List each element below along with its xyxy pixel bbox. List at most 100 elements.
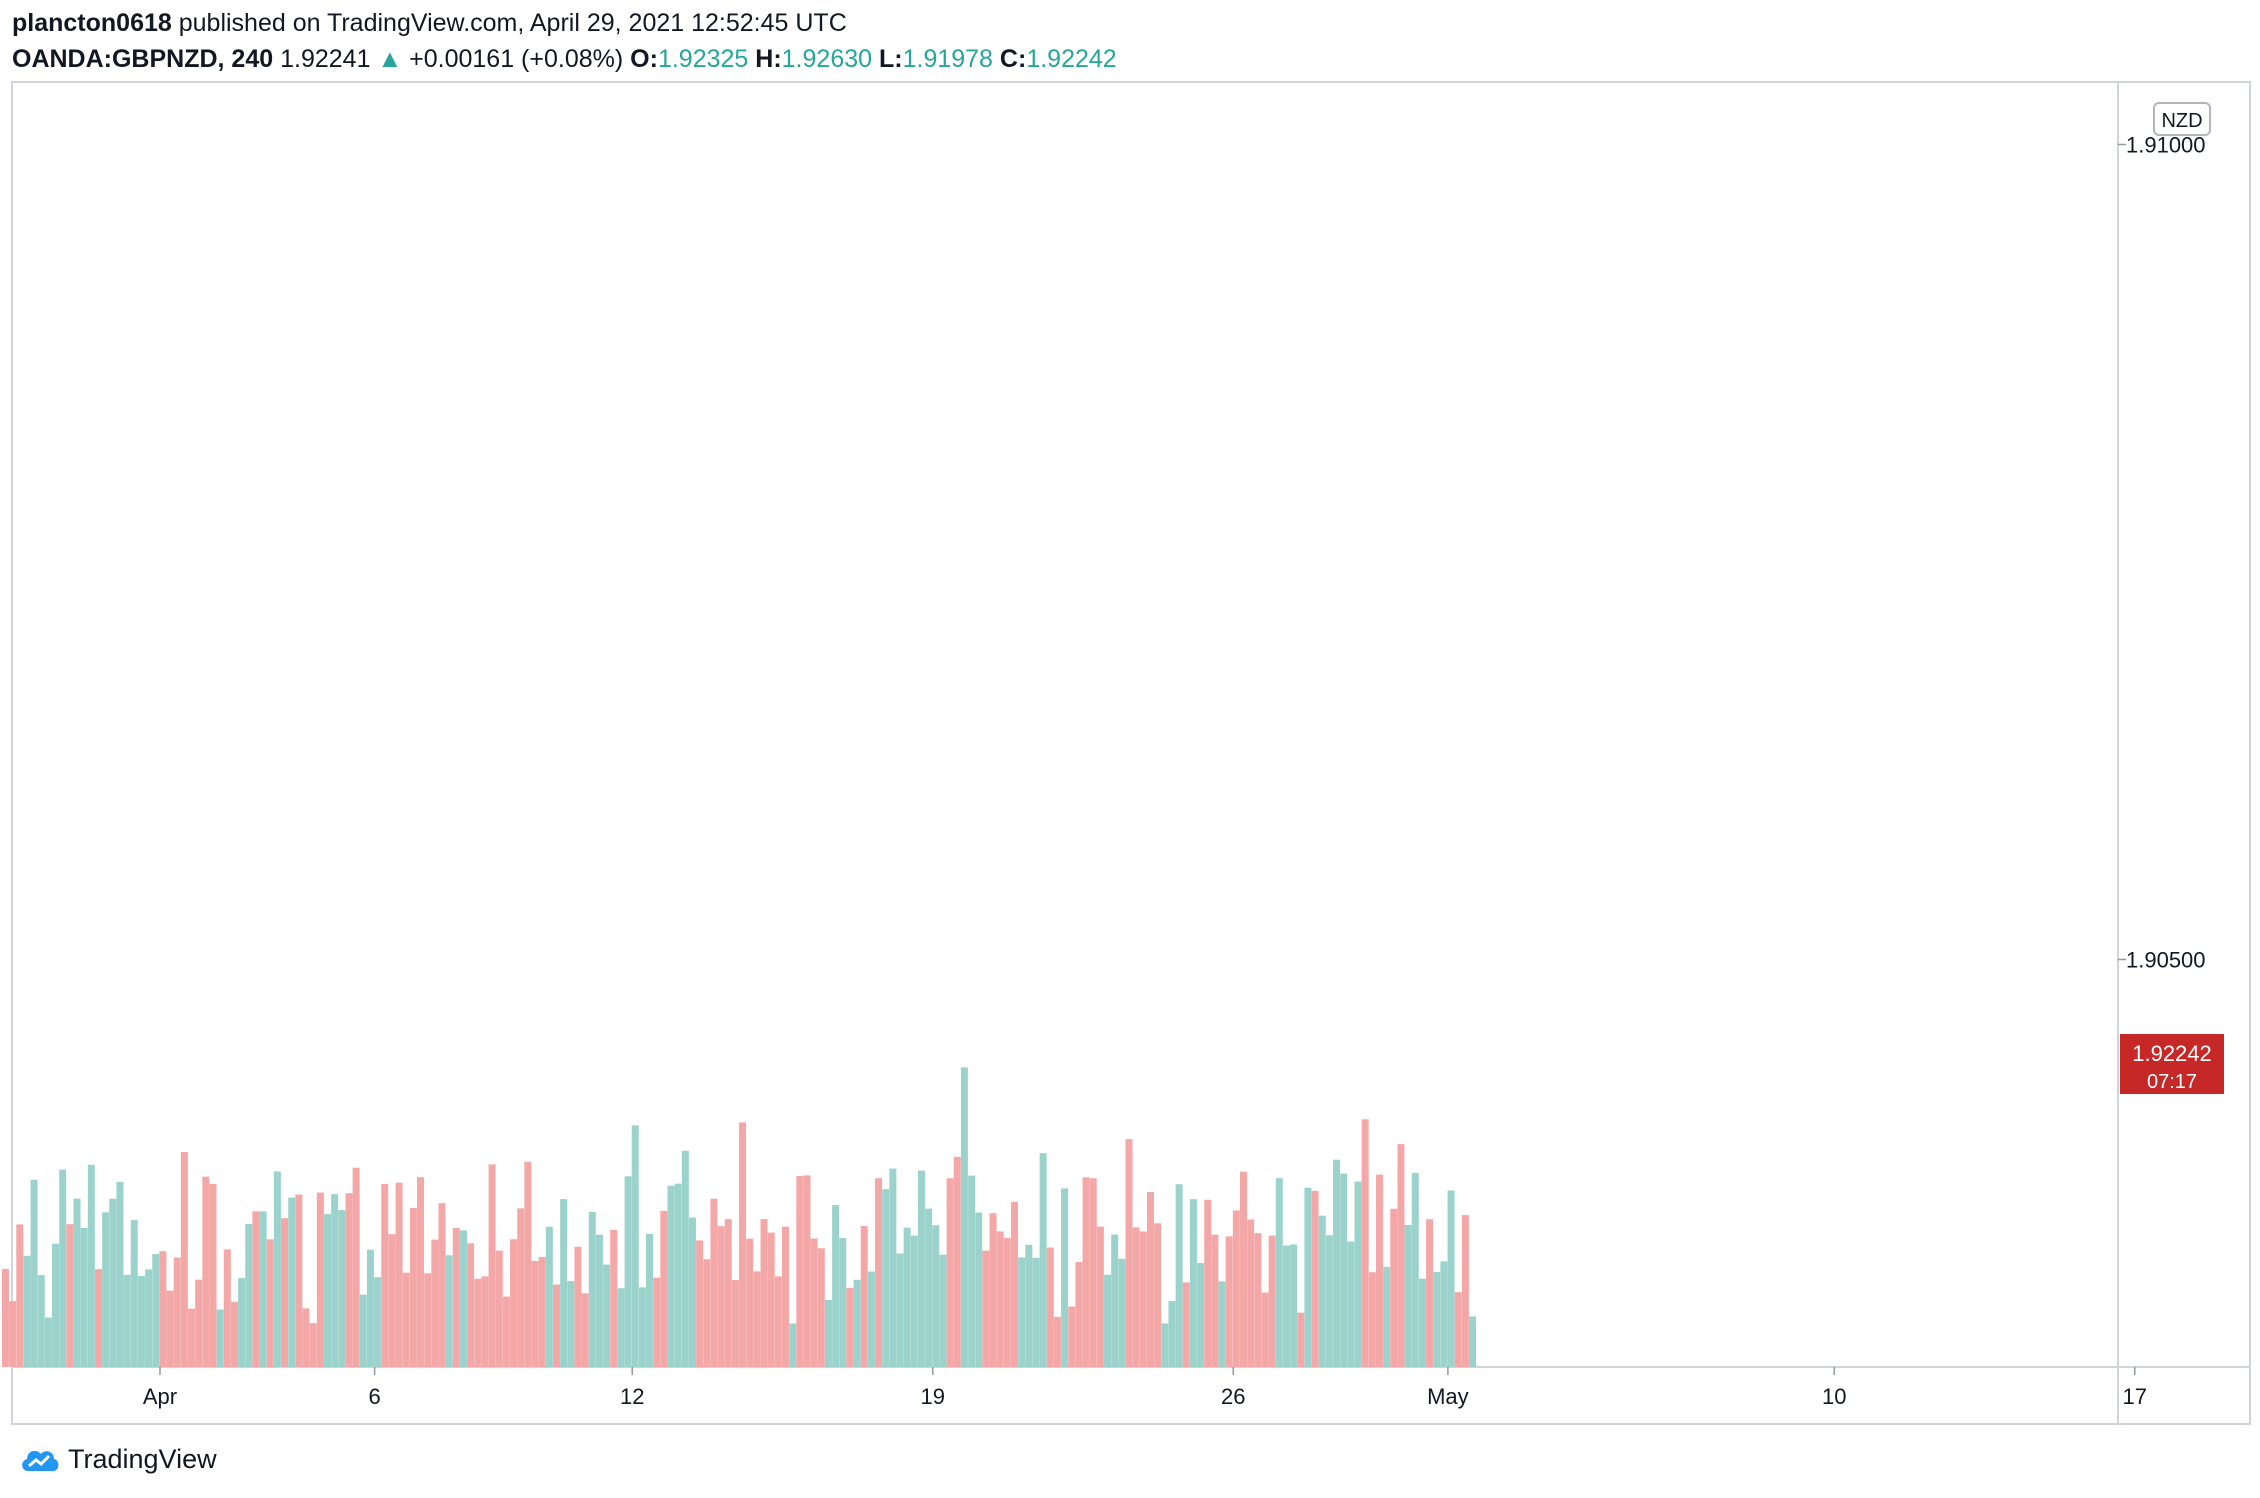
time-axis[interactable]: Apr 6 12 19 26 May 10 17 <box>143 1367 2147 1409</box>
volume-bar <box>1404 1224 1412 1367</box>
volume-bar <box>1340 1173 1348 1367</box>
volume-bar <box>1325 1235 1333 1367</box>
volume-bar <box>767 1232 775 1367</box>
volume-bar <box>581 1293 589 1367</box>
author-name[interactable]: plancton0618 <box>12 9 172 37</box>
volume-bar <box>1146 1192 1154 1367</box>
volume-bar <box>1397 1144 1405 1367</box>
volume-bar <box>1125 1139 1133 1367</box>
volume-bar <box>1240 1171 1248 1367</box>
volume-bar <box>789 1323 797 1367</box>
time-tick-label: 26 <box>1221 1384 1245 1409</box>
volume-bar <box>302 1308 310 1367</box>
volume-bar <box>1454 1292 1462 1367</box>
volume-bar <box>889 1168 897 1367</box>
volume-bar <box>245 1223 253 1367</box>
currency-label: NZD <box>2161 110 2202 132</box>
volume-bar <box>123 1274 131 1367</box>
volume-bar <box>824 1299 832 1367</box>
volume-bar <box>16 1224 24 1367</box>
currency-badge[interactable]: NZD <box>2153 102 2211 136</box>
volume-bar <box>345 1193 353 1367</box>
volume-bar <box>860 1226 868 1367</box>
volume-bar <box>459 1230 467 1367</box>
time-tick-label: 19 <box>920 1384 944 1409</box>
volume-bar <box>631 1125 639 1367</box>
volume-bar <box>252 1211 260 1367</box>
time-tick-label: May <box>1427 1384 1469 1409</box>
volume-bar <box>524 1161 532 1367</box>
volume-bar <box>1297 1312 1305 1367</box>
volume-bar <box>1254 1233 1262 1367</box>
price-tick-label: 1.90500 <box>2126 948 2206 973</box>
volume-bar <box>1426 1219 1434 1367</box>
volume-bar <box>1089 1178 1097 1367</box>
volume-bar <box>52 1243 60 1367</box>
volume-bar <box>552 1284 560 1367</box>
volume-bar <box>381 1183 389 1367</box>
volume-bar <box>710 1198 718 1367</box>
low-label: L: <box>878 45 903 73</box>
volume-bar <box>989 1213 997 1367</box>
volume-bar <box>1354 1181 1362 1367</box>
volume-bar <box>137 1275 145 1367</box>
volume-bar <box>495 1250 503 1367</box>
volume-bar <box>517 1208 525 1367</box>
volume-bar <box>1232 1210 1240 1367</box>
volume-bar <box>223 1249 231 1367</box>
last-price-tag: 1.92242 07:17 <box>2120 1034 2224 1094</box>
volume-bar <box>1304 1187 1312 1367</box>
volume-bar <box>331 1194 339 1367</box>
volume-bar <box>603 1264 611 1367</box>
volume-bar <box>1275 1178 1283 1367</box>
volume-bar <box>724 1219 732 1367</box>
volume-bar <box>595 1234 603 1367</box>
price-change: +0.00161 (+0.08%) <box>409 45 624 73</box>
volume-bar <box>746 1238 754 1367</box>
volume-bar <box>166 1290 174 1367</box>
volume-bar <box>867 1271 875 1367</box>
open-label: O: <box>630 45 658 73</box>
volume-bar <box>323 1214 331 1367</box>
volume-bar <box>638 1287 646 1367</box>
volume-bar <box>1053 1316 1061 1367</box>
volume-bar <box>717 1226 725 1367</box>
volume-bar <box>1290 1244 1298 1367</box>
volume-bar <box>653 1277 661 1367</box>
volume-bar <box>445 1255 453 1367</box>
volume-bar <box>109 1198 117 1367</box>
price-tag-countdown: 07:17 <box>2147 1071 2197 1093</box>
volume-bar <box>996 1231 1004 1367</box>
volume-bar <box>660 1210 668 1367</box>
symbol-line: OANDA:GBPNZD, 240 1.92241 ▲ +0.00161 (+0… <box>12 42 1117 76</box>
volume-bar <box>295 1194 303 1367</box>
volume-bar <box>1175 1184 1183 1367</box>
volume-bar <box>917 1170 925 1367</box>
published-text: published on TradingView.com, April 29, … <box>171 9 847 37</box>
volume-bar <box>1161 1323 1169 1367</box>
tradingview-brand[interactable]: TradingView <box>20 1442 217 1476</box>
volume-bar <box>646 1233 654 1367</box>
volume-bar <box>846 1287 854 1367</box>
volume-bar <box>731 1280 739 1367</box>
volume-bar <box>230 1301 238 1367</box>
volume-bar <box>180 1151 188 1367</box>
volume-bar <box>982 1250 990 1367</box>
volume-bar <box>681 1150 689 1367</box>
volume-bar <box>152 1254 160 1367</box>
publisher-line: plancton0618 published on TradingView.co… <box>12 6 847 40</box>
volume-bar <box>531 1260 539 1367</box>
volume-bar <box>1132 1227 1140 1367</box>
volume-bar <box>273 1171 281 1367</box>
volume-bar <box>1 1269 9 1367</box>
volume-bar <box>1361 1119 1369 1367</box>
price-axis[interactable]: 1.905001.910001.915001.920001.925001.930… <box>2118 0 2206 973</box>
time-tick-label: 10 <box>1822 1384 1846 1409</box>
volume-bar <box>688 1217 696 1367</box>
symbol-name[interactable]: OANDA:GBPNZD, 240 <box>12 45 274 73</box>
volume-bar <box>839 1237 847 1367</box>
volume-bar <box>395 1182 403 1367</box>
volume-bar <box>1368 1272 1376 1367</box>
volume-bar <box>774 1276 782 1367</box>
